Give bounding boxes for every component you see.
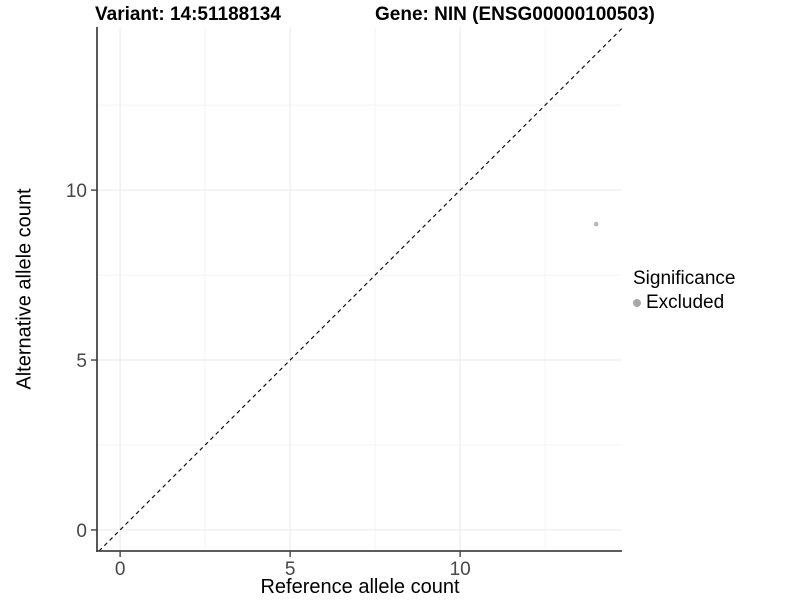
- data-point: [593, 221, 599, 227]
- plot-title-variant: Variant: 14:51188134: [95, 4, 281, 25]
- y-tick-label: 10: [66, 181, 87, 202]
- x-tick-label: 0: [115, 559, 126, 580]
- x-axis-label: Reference allele count: [260, 576, 460, 598]
- x-tick-label: 10: [450, 559, 471, 580]
- y-tick-label: 0: [76, 521, 87, 542]
- legend-point-swatch: [633, 299, 641, 308]
- x-tick-label: 5: [285, 559, 296, 580]
- y-axis-label: Alternative allele count: [13, 188, 36, 390]
- legend-entry-label: Excluded: [646, 291, 725, 313]
- legend-title: Significance: [633, 268, 736, 289]
- legend: Significance Excluded: [633, 267, 735, 315]
- identity-line: [98, 27, 623, 552]
- y-tick-label: 5: [76, 351, 87, 372]
- legend-entry-excluded: Excluded: [633, 292, 735, 315]
- plot-title-gene: Gene: NIN (ENSG00000100503): [375, 4, 655, 25]
